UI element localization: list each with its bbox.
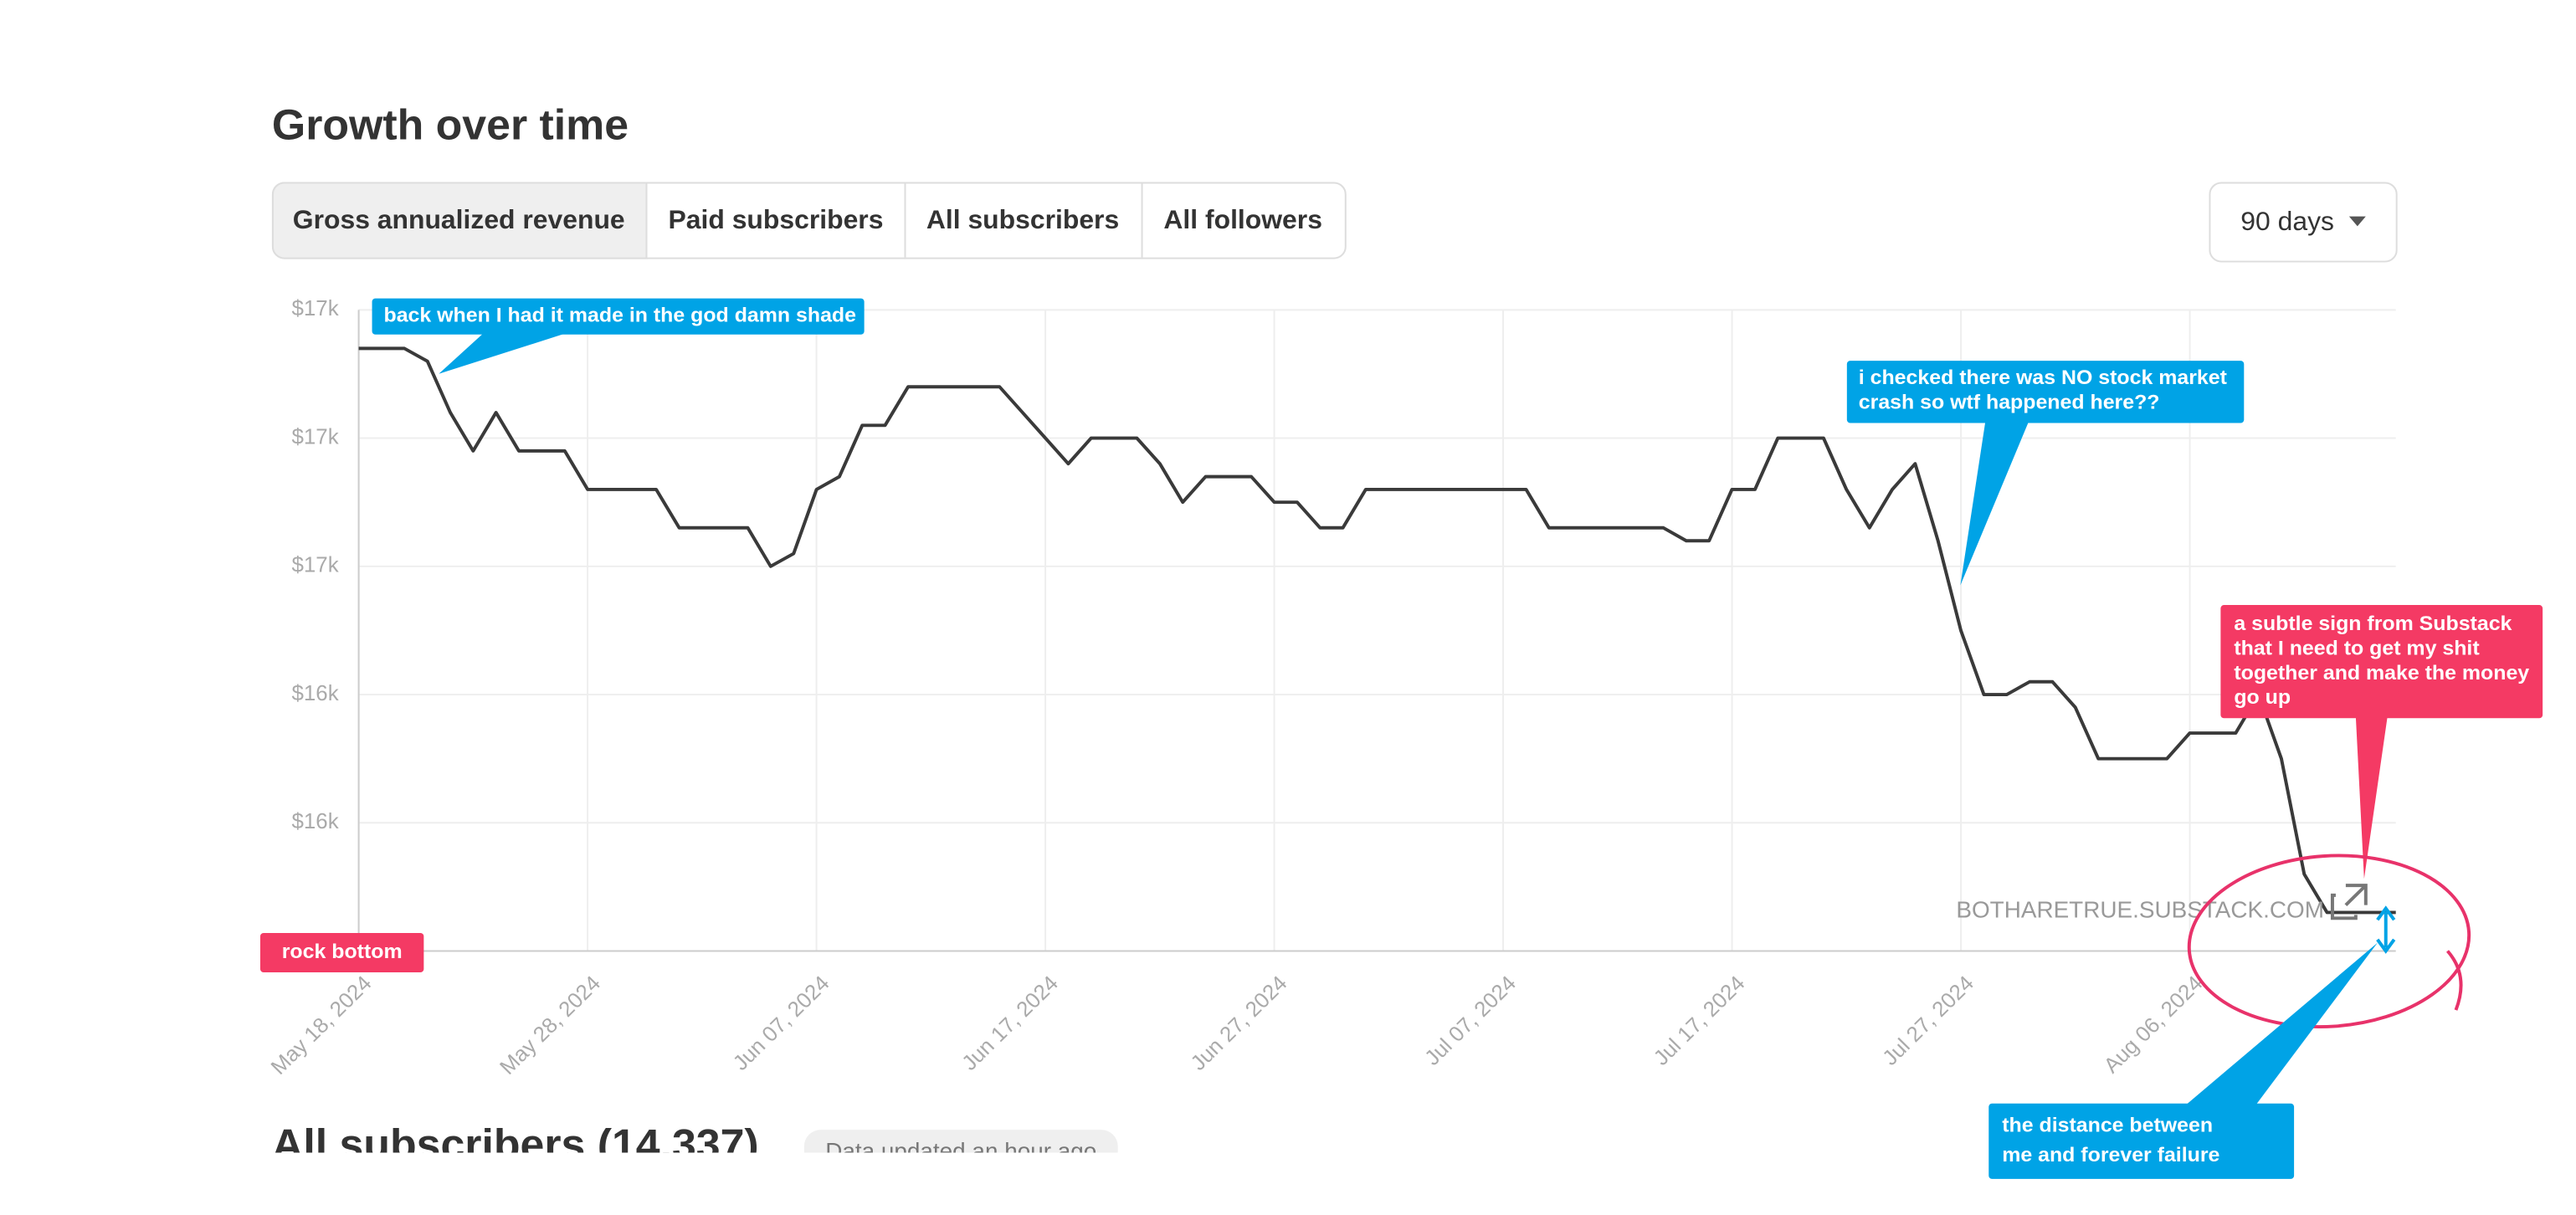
- callout-text: back when I had it made in the god damn …: [384, 305, 856, 327]
- revenue-line: [358, 346, 2396, 915]
- note-pill: [803, 1130, 1118, 1153]
- tab[interactable]: All followers: [1163, 204, 1322, 234]
- callout-text: crash so wtf happened here??: [1859, 392, 2160, 414]
- watermark: BOTHARETRUE.SUBSTACK.COM: [1956, 897, 2324, 923]
- callout-text: together and make the money: [2234, 662, 2529, 684]
- callout: [1846, 361, 2245, 423]
- callout-tail: [2185, 942, 2378, 1105]
- tab-selected-bg: [271, 182, 648, 259]
- x-tick-label: Jul 07, 2024: [1420, 971, 1521, 1070]
- double-arrow: [2376, 905, 2396, 954]
- x-tick-label: Jun 17, 2024: [957, 971, 1063, 1075]
- hand-stroke: [2445, 950, 2463, 1011]
- dropdown-caret: [2348, 216, 2366, 227]
- y-tick-label: $16k: [292, 682, 339, 705]
- callout-text: i checked there was NO stock market: [1859, 367, 2227, 389]
- x-tick-label: May 28, 2024: [495, 971, 605, 1079]
- y-tick-label: $17k: [292, 297, 339, 320]
- callout-text: rock bottom: [282, 941, 403, 963]
- callout-tail: [2355, 716, 2388, 879]
- x-tick-label: Aug 06, 2024: [2100, 971, 2208, 1078]
- page-title: Growth over time: [272, 100, 629, 148]
- callout-tail: [1960, 421, 2029, 586]
- callout-text: a subtle sign from Substack: [2234, 613, 2512, 635]
- callout: [2220, 605, 2543, 719]
- tab[interactable]: Gross annualized revenue: [293, 204, 625, 234]
- callout-text: me and forever failure: [2002, 1144, 2219, 1166]
- x-tick-label: Jun 07, 2024: [729, 971, 834, 1075]
- callout-text: go up: [2234, 686, 2291, 709]
- callout: [372, 298, 865, 335]
- callout: [259, 932, 424, 972]
- x-tick-label: May 18, 2024: [267, 971, 377, 1079]
- range-label: 90 days: [2240, 206, 2334, 236]
- note: Data updated an hour ago: [825, 1138, 1096, 1164]
- hand-circle: [2187, 854, 2471, 1029]
- callout-text: that I need to get my shit: [2234, 638, 2479, 660]
- y-tick-label: $17k: [292, 554, 339, 577]
- tab[interactable]: Paid subscribers: [669, 204, 884, 234]
- range-dropdown[interactable]: [2209, 182, 2398, 263]
- y-tick-label: $17k: [292, 425, 339, 449]
- x-tick-label: Jul 27, 2024: [1878, 971, 1978, 1070]
- section-header: All subscribers (14,337) Data updated an…: [272, 1120, 1118, 1168]
- x-tick-label: Jul 17, 2024: [1650, 971, 1750, 1070]
- callout-text: the distance between: [2002, 1115, 2213, 1137]
- y-tick-label: $16k: [292, 810, 339, 833]
- section-title: All subscribers (14,337): [272, 1120, 759, 1168]
- x-tick-label: Jun 27, 2024: [1187, 971, 1292, 1075]
- external-link-icon: [2330, 884, 2368, 920]
- tab[interactable]: All subscribers: [926, 204, 1119, 234]
- callout: [1988, 1103, 2295, 1179]
- callout-tail: [439, 332, 567, 374]
